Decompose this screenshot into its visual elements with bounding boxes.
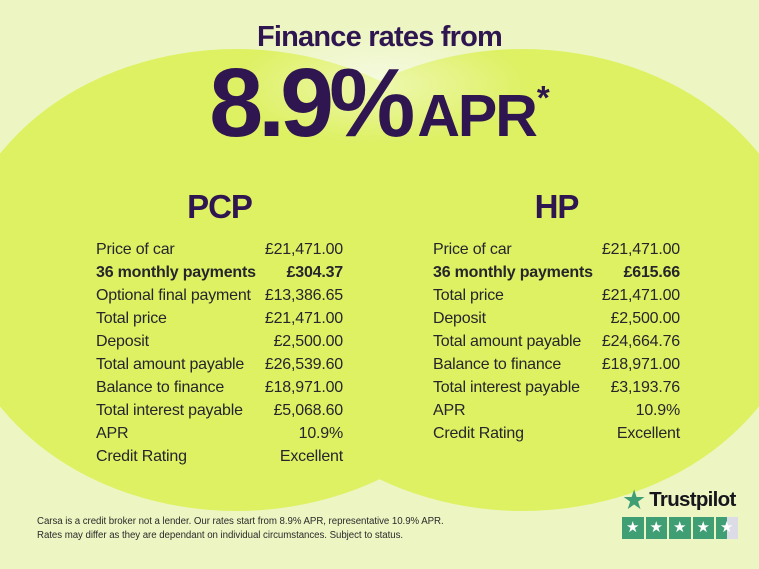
asterisk-footnote-marker: * xyxy=(536,79,550,116)
table-row: Price of car £21,471.00 xyxy=(433,238,680,261)
trustpilot-rating-stars: ★ ★ ★ ★ ★ xyxy=(622,517,740,539)
table-row: 36 monthly payments £304.37 xyxy=(96,261,343,284)
row-label: Balance to finance xyxy=(433,356,562,373)
row-label: Total amount payable xyxy=(433,333,582,350)
row-value: Excellent xyxy=(279,448,343,465)
row-label: Total interest payable xyxy=(96,402,243,419)
table-row: APR 10.9% xyxy=(96,422,343,445)
row-value: £26,539.60 xyxy=(264,356,343,373)
table-row: Balance to finance £18,971.00 xyxy=(433,353,680,376)
row-value: £18,971.00 xyxy=(601,356,680,373)
row-label: APR xyxy=(96,425,129,442)
row-label: Total price xyxy=(433,287,504,304)
row-label: Deposit xyxy=(433,310,486,327)
table-row: Balance to finance £18,971.00 xyxy=(96,376,343,399)
star-glyph: ★ xyxy=(626,519,640,537)
rating-star-icon: ★ xyxy=(645,517,667,539)
row-label: Credit Rating xyxy=(433,425,524,442)
row-value: £5,068.60 xyxy=(273,402,344,419)
table-row: Credit Rating Excellent xyxy=(96,445,343,468)
row-label: 36 monthly payments xyxy=(433,264,593,281)
rate-value: 8.9% xyxy=(209,48,415,157)
row-label: Deposit xyxy=(96,333,149,350)
row-label: Balance to finance xyxy=(96,379,225,396)
rating-star-icon: ★ xyxy=(716,517,738,539)
pcp-table-rows: Price of car £21,471.00 36 monthly payme… xyxy=(96,238,343,468)
pcp-table-title: PCP xyxy=(187,188,253,225)
row-value: £13,386.65 xyxy=(264,287,343,304)
row-value: £21,471.00 xyxy=(601,287,680,304)
table-row: Total interest payable £5,068.60 xyxy=(96,399,343,422)
table-row: Credit Rating Excellent xyxy=(433,422,680,445)
row-label: Credit Rating xyxy=(96,448,187,465)
row-label: Total price xyxy=(96,310,167,327)
rating-star-icon: ★ xyxy=(669,517,691,539)
row-value: £2,500.00 xyxy=(273,333,344,350)
trustpilot-logo: ★ Trustpilot xyxy=(622,485,740,515)
banner-kicker: Finance rates from xyxy=(256,21,503,53)
table-row: Total price £21,471.00 xyxy=(433,284,680,307)
star-glyph: ★ xyxy=(720,519,734,537)
row-value: £3,193.76 xyxy=(610,379,681,396)
row-value: £21,471.00 xyxy=(264,241,343,258)
row-label: Total interest payable xyxy=(433,379,580,396)
hp-table-rows: Price of car £21,471.00 36 monthly payme… xyxy=(433,238,680,445)
rating-star-icon: ★ xyxy=(692,517,714,539)
row-value: 10.9% xyxy=(298,425,344,442)
row-label: APR xyxy=(433,402,466,419)
table-row: Deposit £2,500.00 xyxy=(96,330,343,353)
headline-rate: 8.9% APR * xyxy=(0,54,759,151)
hp-table-title: HP xyxy=(534,188,580,225)
table-row: APR 10.9% xyxy=(433,399,680,422)
row-value: £24,664.76 xyxy=(601,333,680,350)
trustpilot-badge: ★ Trustpilot ★ ★ ★ ★ xyxy=(622,487,740,539)
row-value: £304.37 xyxy=(286,264,344,281)
star-glyph: ★ xyxy=(673,519,687,537)
row-value: £2,500.00 xyxy=(610,310,681,327)
row-value: £18,971.00 xyxy=(264,379,343,396)
row-label: 36 monthly payments xyxy=(96,264,256,281)
pcp-finance-table: PCP Price of car £21,471.00 36 monthly p… xyxy=(96,190,343,468)
table-row: Total price £21,471.00 xyxy=(96,307,343,330)
legal-disclaimer: Carsa is a credit broker not a lender. O… xyxy=(37,515,444,542)
trustpilot-wordmark: Trustpilot xyxy=(649,488,736,511)
table-row: 36 monthly payments £615.66 xyxy=(433,261,680,284)
trustpilot-star-icon: ★ xyxy=(622,485,647,515)
row-value: 10.9% xyxy=(635,402,681,419)
disclaimer-line-1: Carsa is a credit broker not a lender. O… xyxy=(37,516,444,527)
row-value: £21,471.00 xyxy=(264,310,343,327)
table-row: Optional final payment £13,386.65 xyxy=(96,284,343,307)
table-row: Total amount payable £26,539.60 xyxy=(96,353,343,376)
hp-finance-table: HP Price of car £21,471.00 36 monthly pa… xyxy=(433,190,680,445)
rating-star-icon: ★ xyxy=(622,517,644,539)
row-value: £615.66 xyxy=(623,264,681,281)
row-label: Total amount payable xyxy=(96,356,245,373)
row-label: Optional final payment xyxy=(96,287,251,304)
row-label: Price of car xyxy=(433,241,512,258)
table-row: Deposit £2,500.00 xyxy=(433,307,680,330)
row-value: Excellent xyxy=(616,425,680,442)
row-value: £21,471.00 xyxy=(601,241,680,258)
apr-label: APR xyxy=(417,83,538,149)
disclaimer-line-2: Rates may differ as they are dependant o… xyxy=(37,529,404,541)
star-glyph: ★ xyxy=(649,519,663,537)
table-row: Price of car £21,471.00 xyxy=(96,238,343,261)
table-row: Total interest payable £3,193.76 xyxy=(433,376,680,399)
star-glyph: ★ xyxy=(696,519,710,537)
row-label: Price of car xyxy=(96,241,175,258)
table-row: Total amount payable £24,664.76 xyxy=(433,330,680,353)
